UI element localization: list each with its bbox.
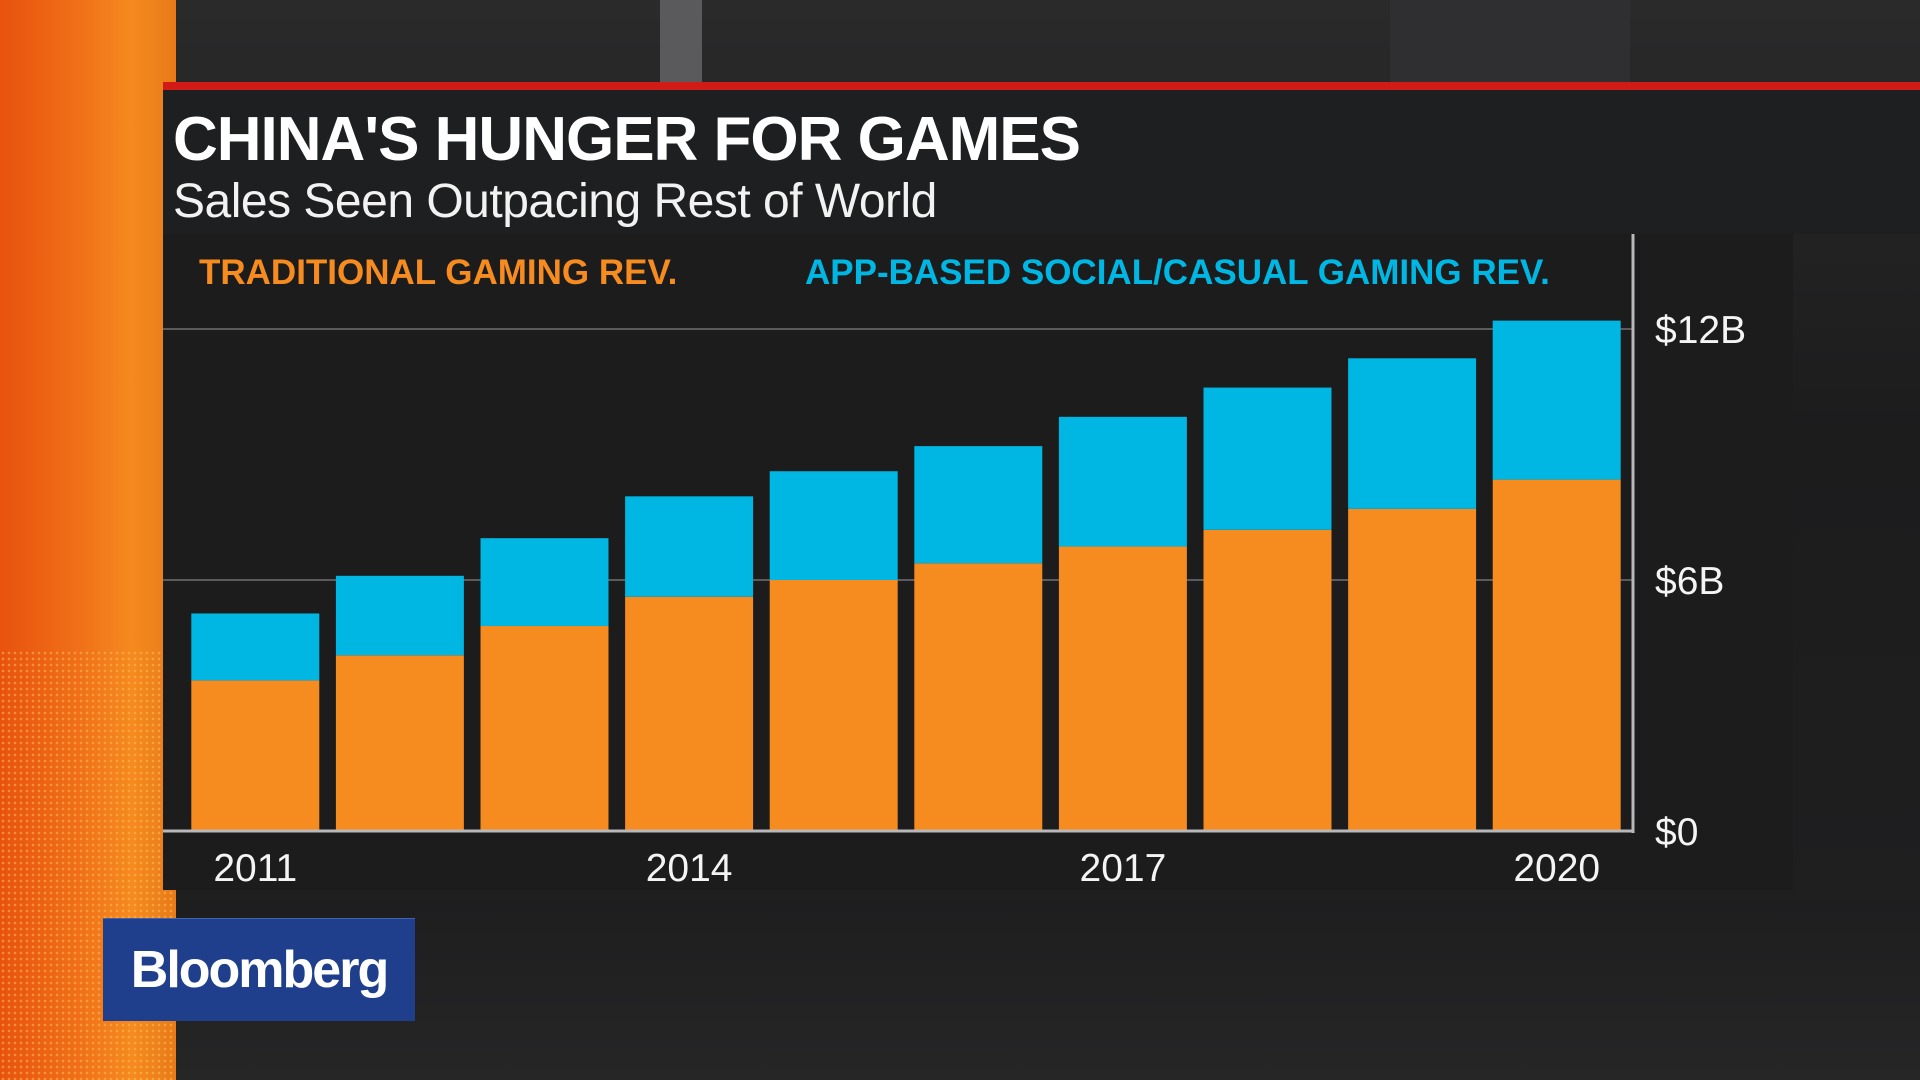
- bar-traditional-2016: [914, 563, 1043, 831]
- chart-subtitle: Sales Seen Outpacing Rest of World: [173, 175, 937, 228]
- chart-title: CHINA'S HUNGER FOR GAMES: [173, 105, 1081, 174]
- bar-traditional-2019: [1348, 508, 1477, 831]
- bar-traditional-2018: [1203, 529, 1332, 831]
- axes: $0 $6B $12B 2011 2014 2017 2020: [163, 234, 1746, 890]
- studio-light: [1390, 0, 1630, 84]
- x-tick-label: 2017: [1080, 847, 1167, 890]
- bar-app-based-2019: [1348, 358, 1477, 509]
- legend-app-based: APP-BASED SOCIAL/CASUAL GAMING REV.: [805, 253, 1550, 292]
- bar-traditional-2011: [191, 680, 320, 831]
- bar-app-based-2012: [335, 575, 464, 656]
- bar-app-based-2017: [1058, 416, 1187, 547]
- bar-traditional-2020: [1492, 479, 1621, 831]
- bar-traditional-2012: [335, 655, 464, 831]
- bar-traditional-2015: [769, 580, 898, 831]
- y-tick-label: $12B: [1655, 309, 1746, 352]
- bloomberg-logo: Bloomberg: [103, 918, 415, 1021]
- chart-panel: $0 $6B $12B 2011 2014 2017 2020 TRADITIONAL GA…: [163, 234, 1793, 890]
- bar-app-based-2016: [914, 446, 1043, 564]
- bar-traditional-2013: [480, 626, 609, 831]
- bar-app-based-2020: [1492, 320, 1621, 480]
- bar-app-based-2014: [625, 496, 754, 597]
- bar-app-based-2015: [769, 471, 898, 580]
- bar-app-based-2013: [480, 538, 609, 627]
- studio-floor: [176, 900, 1920, 1080]
- x-tick-label: 2014: [646, 847, 733, 890]
- x-tick-label: 2011: [213, 847, 297, 890]
- bar-app-based-2011: [191, 613, 320, 681]
- bars: [191, 320, 1621, 831]
- bar-app-based-2018: [1203, 387, 1332, 530]
- bar-traditional-2014: [625, 596, 754, 831]
- chart-header: CHINA'S HUNGER FOR GAMES Sales Seen Outp…: [163, 82, 1920, 234]
- x-tick-label: 2020: [1513, 847, 1600, 890]
- y-tick-label: $0: [1655, 811, 1698, 854]
- stacked-bar-chart: $0 $6B $12B 2011 2014 2017 2020 TRADITIONAL GA…: [163, 234, 1746, 890]
- studio-light: [660, 0, 702, 84]
- y-tick-label: $6B: [1655, 560, 1724, 603]
- legend-traditional: TRADITIONAL GAMING REV.: [199, 253, 677, 292]
- logo-text: Bloomberg: [130, 941, 389, 999]
- bar-traditional-2017: [1058, 546, 1187, 831]
